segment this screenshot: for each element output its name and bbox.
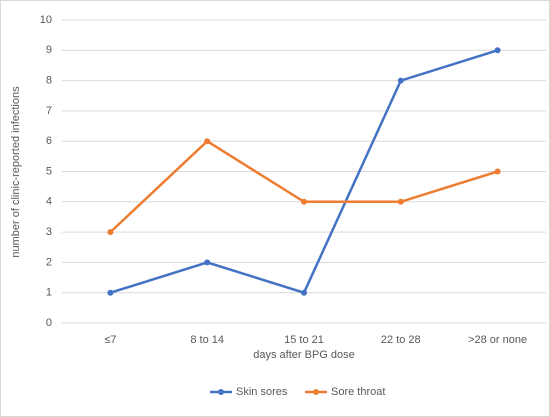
- y-tick-label: 5: [46, 165, 52, 177]
- data-point: [494, 47, 501, 54]
- legend-label: Sore throat: [331, 386, 385, 398]
- x-tick-label: ≤7: [104, 334, 116, 346]
- x-tick-label: 8 to 14: [190, 334, 224, 346]
- y-tick-label: 2: [46, 256, 52, 268]
- y-tick-label: 9: [46, 44, 52, 56]
- y-tick-label: 8: [46, 75, 52, 87]
- y-tick-label: 4: [46, 196, 52, 208]
- data-point: [204, 138, 211, 145]
- data-point: [301, 198, 307, 205]
- y-tick-label: 10: [40, 14, 52, 26]
- data-point: [494, 168, 501, 175]
- legend-marker: [218, 389, 224, 395]
- y-tick-label: 3: [46, 226, 52, 238]
- y-tick-label: 0: [46, 317, 52, 329]
- data-point: [107, 289, 114, 296]
- y-axis-label: number of clinic-reported infections: [10, 86, 22, 258]
- x-axis-label: days after BPG dose: [253, 349, 355, 361]
- data-point: [301, 289, 307, 296]
- x-tick-label: 22 to 28: [381, 334, 421, 346]
- data-point: [397, 198, 404, 205]
- legend-marker: [313, 389, 319, 395]
- y-tick-label: 7: [46, 105, 52, 117]
- y-tick-label: 1: [46, 287, 52, 299]
- x-tick-label: >28 or none: [468, 334, 527, 346]
- data-point: [204, 259, 211, 266]
- data-point: [107, 229, 114, 236]
- x-tick-label: 15 to 21: [284, 334, 324, 346]
- data-point: [397, 77, 404, 84]
- y-tick-label: 6: [46, 135, 52, 147]
- legend-label: Skin sores: [236, 386, 288, 398]
